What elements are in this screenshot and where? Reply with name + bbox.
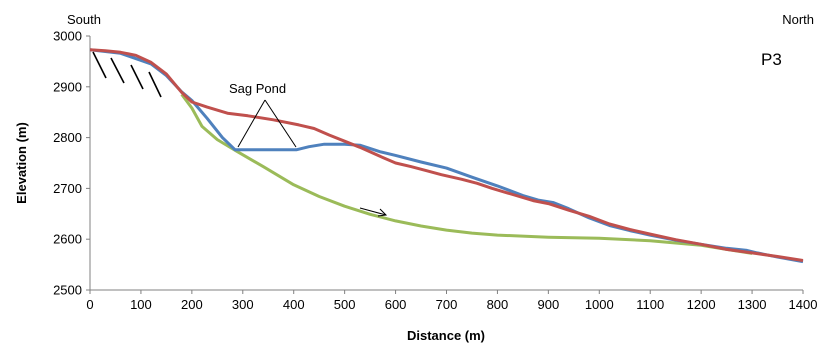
x-tick-label: 600: [385, 297, 407, 312]
slip-arrow-shaft: [359, 207, 387, 216]
slip-direction-arrow: [359, 207, 388, 217]
red-profile-line: [89, 48, 804, 262]
green-profile-line: [180, 93, 753, 255]
sag-pond-pointer-left: [237, 99, 266, 148]
y-tick-label: 2800: [53, 130, 82, 145]
x-tick-label: 200: [181, 297, 203, 312]
panel-label: P3: [761, 50, 782, 69]
x-tick-label: 300: [232, 297, 254, 312]
y-tick-label: 3000: [53, 29, 82, 44]
x-tick-label: 1200: [687, 297, 716, 312]
north-label: North: [782, 12, 814, 27]
sag-pond-pointer-right: [264, 99, 297, 148]
x-tick-label: 100: [130, 297, 152, 312]
x-axis-ticks: 0 100 200 300 400 500 600 700 800 900 1000 1100 1200…: [86, 290, 817, 312]
series-layer: [89, 48, 804, 264]
fault-hatch-2: [110, 57, 125, 84]
x-tick-label: 700: [436, 297, 458, 312]
fault-hatch-3: [130, 64, 144, 90]
x-tick-label: 800: [487, 297, 509, 312]
y-tick-label: 2600: [53, 232, 82, 247]
fault-hatch-1: [92, 51, 107, 79]
slip-arrow-head: [377, 208, 388, 217]
x-tick-label: 400: [283, 297, 305, 312]
x-tick-label: 900: [538, 297, 560, 312]
sag-pond-pointer: [237, 99, 297, 148]
fault-hatch-4: [148, 71, 162, 98]
x-tick-label: 1400: [789, 297, 818, 312]
y-tick-label: 2500: [53, 283, 82, 298]
y-axis-ticks: 2500 2600 2700 2800 2900 3000: [53, 29, 90, 298]
plot-area: 0 100 200 300 400 500 600 700 800 900 1000 1100 1200…: [14, 12, 817, 343]
south-label: South: [67, 12, 101, 27]
x-tick-label: 500: [334, 297, 356, 312]
x-tick-label: 0: [86, 297, 93, 312]
y-tick-label: 2900: [53, 79, 82, 94]
fault-hatch-marks: [92, 51, 162, 98]
x-tick-label: 1000: [585, 297, 614, 312]
x-axis-title: Distance (m): [407, 328, 485, 343]
y-tick-label: 2700: [53, 181, 82, 196]
x-tick-label: 1300: [738, 297, 767, 312]
y-axis-title: Elevation (m): [14, 122, 29, 204]
x-tick-label: 1100: [636, 297, 664, 312]
sag-pond-label: Sag Pond: [229, 81, 286, 96]
